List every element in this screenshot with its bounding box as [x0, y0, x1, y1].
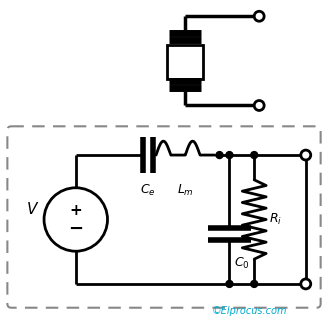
Circle shape — [254, 100, 264, 110]
Circle shape — [254, 11, 264, 21]
Circle shape — [301, 279, 311, 289]
Text: V: V — [27, 202, 37, 217]
Circle shape — [251, 152, 258, 158]
Bar — [167, 45, 203, 79]
Text: −: − — [68, 220, 83, 238]
Text: $R_i$: $R_i$ — [269, 212, 282, 227]
Text: ©Elprocus.com: ©Elprocus.com — [212, 306, 287, 316]
Circle shape — [226, 280, 233, 288]
Text: +: + — [69, 203, 82, 218]
Circle shape — [301, 150, 311, 160]
Text: $L_m$: $L_m$ — [177, 183, 194, 198]
Circle shape — [251, 280, 258, 288]
Text: $C_0$: $C_0$ — [234, 256, 250, 271]
Circle shape — [226, 152, 233, 158]
Circle shape — [216, 152, 223, 158]
Text: $C_e$: $C_e$ — [140, 183, 156, 198]
Circle shape — [44, 188, 108, 251]
